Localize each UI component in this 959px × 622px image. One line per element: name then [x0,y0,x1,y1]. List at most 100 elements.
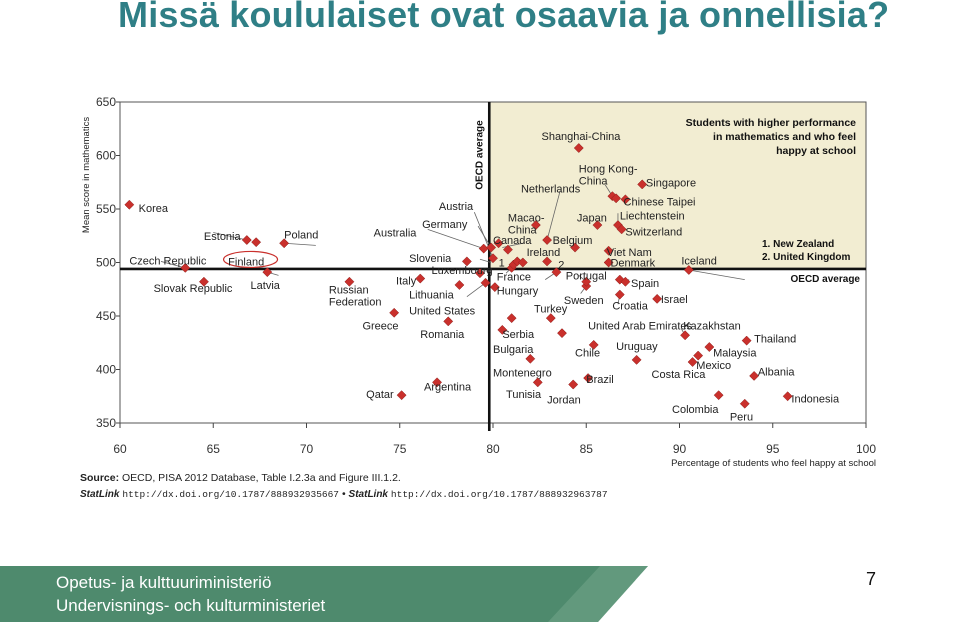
quadrant-note-line: Students with higher performance [686,117,857,129]
data-point-marker [525,353,536,364]
data-point-label: Iceland [681,255,716,267]
data-point-label: Switzerland [625,226,682,238]
leader-line [479,258,492,263]
data-point-label: Canada [493,235,532,247]
data-point-marker [532,377,543,388]
data-point-label: Lithuania [409,290,455,302]
data-point-label: Luxembourg [431,265,492,277]
leader-line [213,232,247,241]
data-point-label: Peru [730,412,753,424]
data-point-marker [652,293,663,304]
oecd-average-vertical-label: OECD average [474,120,485,190]
x-tick-label: 70 [300,442,314,456]
data-point-marker [741,335,752,346]
data-point-label: Poland [284,230,318,242]
y-tick-label: 500 [96,256,116,270]
data-point-marker [454,280,465,290]
leader-line [427,228,484,249]
data-point-marker [637,179,648,190]
data-point-marker [739,398,750,409]
data-point-label: Federation [329,296,382,308]
data-point-label: Qatar [366,389,394,401]
data-point-marker [620,194,631,205]
data-point-marker [588,339,599,350]
y-tick-label: 550 [96,202,116,216]
statlink-link-2[interactable]: http://dx.doi.org/10.1787/888932963787 [390,489,608,500]
footnote-line: 2. United Kingdom [762,252,850,263]
data-point-marker [570,242,581,253]
data-point-label: Hong Kong- [579,163,638,175]
data-point-marker [480,277,491,288]
data-point-marker [198,276,209,287]
data-point-marker [461,256,472,267]
quadrant-note-line: happy at school [776,145,856,157]
y-tick-label: 650 [96,95,116,109]
slide-title: Missä koululaiset ovat osaavia ja onnell… [118,0,890,35]
data-point-marker [432,377,443,388]
data-point-label: Japan [577,213,607,225]
data-point-label: Brazil [586,374,614,386]
x-tick-label: 65 [207,442,221,456]
data-point-label: Estonia [204,231,242,243]
quadrant-note-line: in mathematics and who feel [713,131,856,143]
data-point-marker [620,276,631,287]
x-tick-label: 95 [766,442,780,456]
data-point-label: Finland [228,256,264,268]
data-point-label: Kazakhstan [683,321,740,333]
data-point-marker [396,390,407,401]
data-point-marker [592,220,603,231]
scatter-chart: 60 65 70 75 80 85 90 95 100 350 400 450 500 550 600 650… [81,95,876,469]
data-point-marker [415,273,426,284]
data-point-label: Costa Rica [652,369,707,381]
data-point-label: Bulgaria [493,344,534,356]
statlink-separator: • [341,488,346,500]
data-point-label: Spain [631,278,659,290]
data-point-label: Romania [420,329,465,341]
data-point-marker [557,328,567,339]
data-point-label: Tunisia [506,389,542,401]
data-point-label: Macao- [508,213,545,225]
source-label: Source: [80,472,120,484]
data-point-marker [251,237,262,248]
band-shape [0,566,648,622]
data-point-marker [124,199,135,210]
x-tick-label: 100 [856,442,876,456]
data-point-marker [486,242,497,253]
oecd-average-horizontal-label: OECD average [791,274,861,285]
data-point-label: Ireland [527,247,561,259]
y-tick-label: 450 [96,309,116,323]
data-point-label: Indonesia [791,393,840,405]
data-point-label: Israel [661,294,688,306]
leader-line [688,269,745,281]
data-point-label: Malaysia [713,347,757,359]
y-tick-label: 350 [96,416,116,430]
data-point-label: Chinese Taipei [624,197,696,209]
y-tick-label: 400 [96,363,116,377]
data-point-marker [614,289,625,300]
data-point-label: Jordan [547,394,581,406]
data-point-marker [713,390,724,401]
data-point-label: 1 [499,258,505,270]
data-point-marker [488,253,498,264]
statlink-link-1[interactable]: http://dx.doi.org/10.1787/888932935667 [122,489,340,500]
data-point-label: Albania [758,367,796,379]
data-point-label: Slovak Republic [154,283,233,295]
data-point-marker [545,313,556,324]
x-axis-title: Percentage of students who feel happy at… [671,458,876,469]
data-point-label: Turkey [534,304,568,316]
data-point-marker [693,350,704,361]
data-point-marker [616,224,627,235]
data-point-label: Belgium [553,235,593,247]
data-point-label: Australia [374,228,418,240]
data-point-marker [474,268,485,279]
data-point-label: Netherlands [521,184,581,196]
data-point-marker [262,267,273,278]
data-point-label: Czech Republic [129,255,207,267]
data-point-label: Argentina [424,382,472,394]
statlink-line: StatLink http://dx.doi.org/10.1787/88893… [80,488,608,500]
data-point-marker [502,244,513,255]
data-point-label: Serbia [502,329,535,341]
data-point-label: France [497,271,531,283]
data-point-marker [581,276,592,287]
data-point-label: Viet Nam [607,247,652,259]
